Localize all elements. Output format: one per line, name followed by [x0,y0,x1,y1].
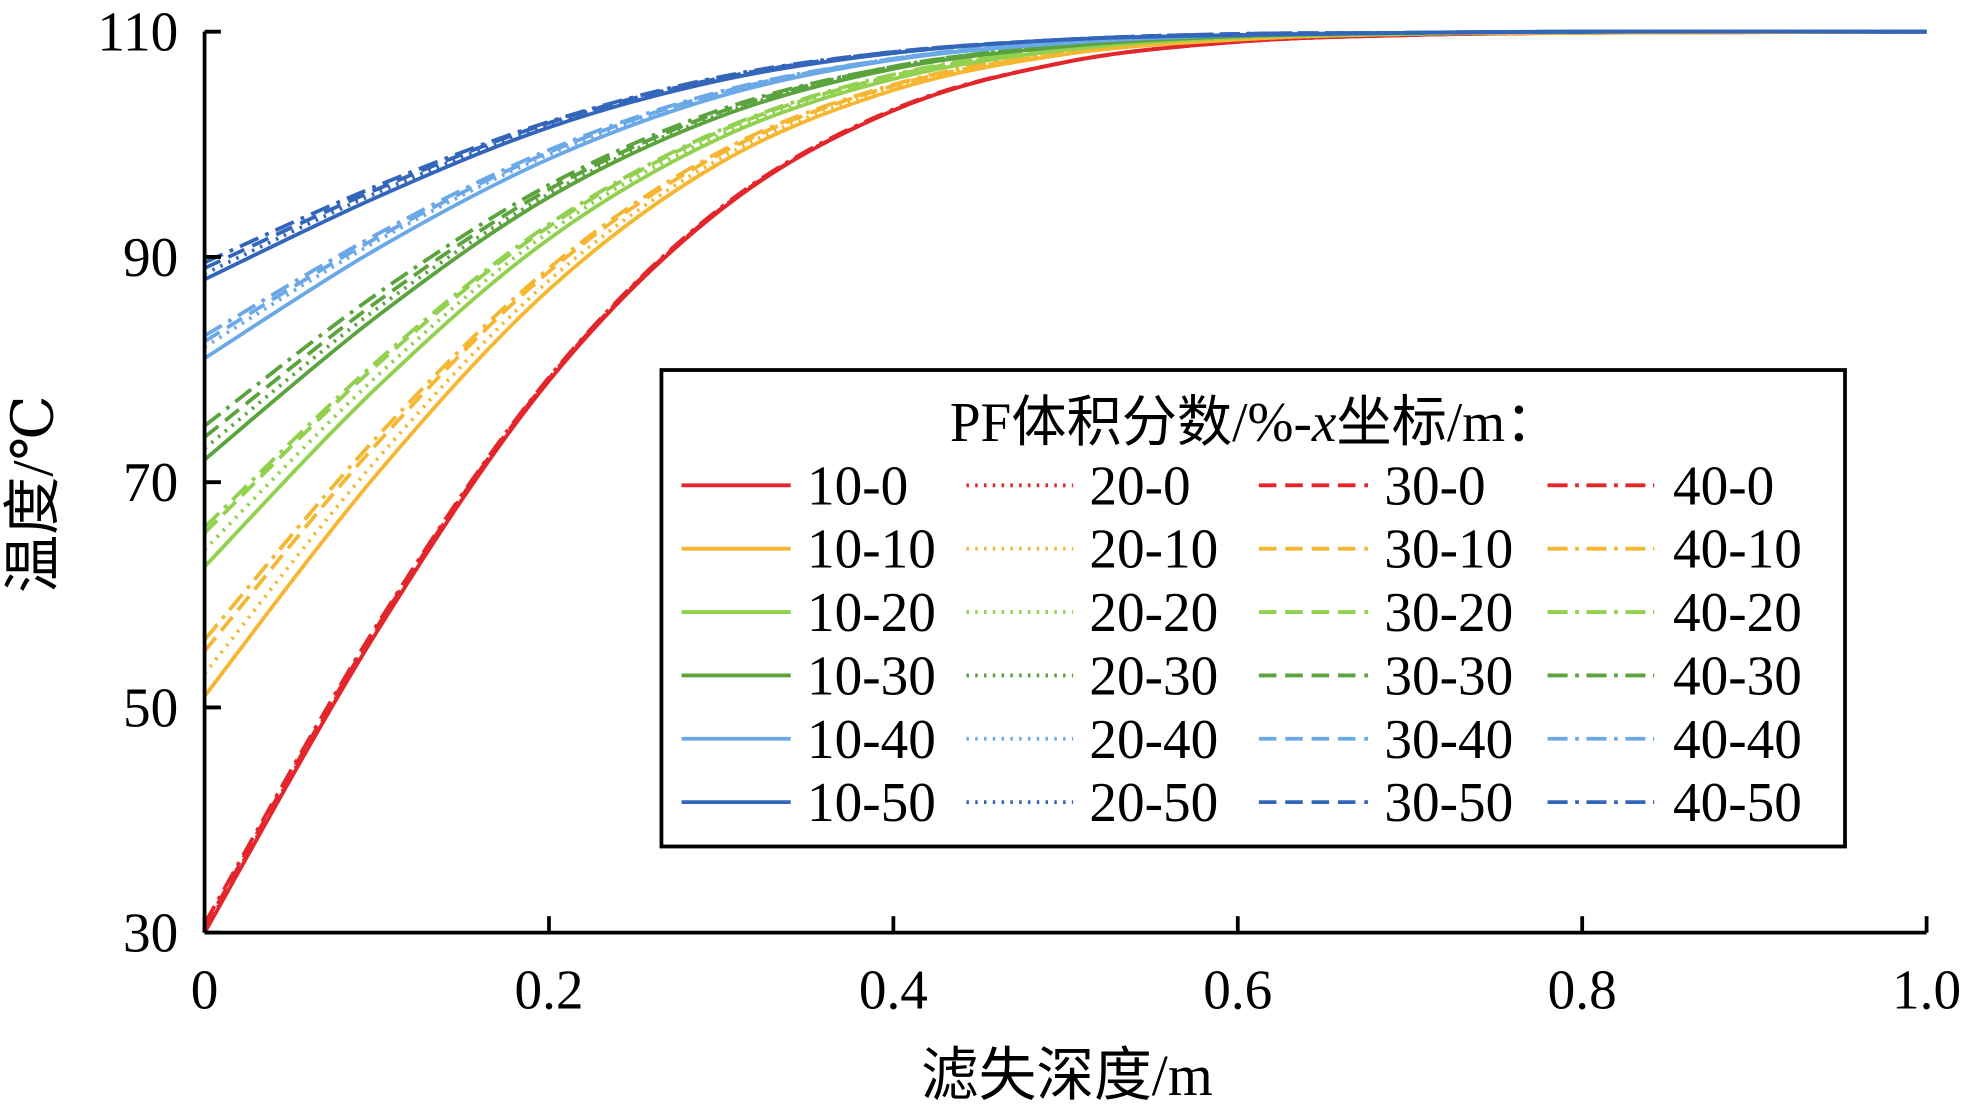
legend-label-10-20: 10-20 [807,583,936,644]
legend-label-10-50: 10-50 [807,773,936,834]
legend-label-40-40: 40-40 [1673,710,1802,771]
legend-label-10-40: 10-40 [807,710,936,771]
axes: 30 50 70 90 110 0 0.2 0.4 0.6 0.8 1.0 [97,2,1961,1021]
x-tick-label: 1.0 [1892,960,1961,1021]
legend-label-20-0: 20-0 [1089,456,1190,517]
series-line-30-50 [203,29,1927,270]
legend-label-30-50: 30-50 [1384,773,1513,834]
series-line-40-30 [203,29,1927,428]
series-curves [202,29,1927,934]
legend-label-40-50: 40-50 [1673,773,1802,834]
legend-label-20-40: 20-40 [1089,710,1218,771]
legend-label-20-10: 20-10 [1089,519,1218,580]
y-tick-label: 30 [123,903,178,964]
y-tick-label: 50 [123,678,178,739]
legend-label-30-30: 30-30 [1384,646,1513,707]
series-line-30-40 [203,29,1927,344]
series-line-30-20 [203,29,1927,535]
legend-label-30-10: 30-10 [1384,519,1513,580]
y-axis-label: 温度/℃ [1,395,66,593]
x-tick-label: 0.8 [1548,960,1617,1021]
y-tick-label: 70 [123,453,178,514]
x-tick-label: 0.6 [1203,960,1272,1021]
legend-label-30-0: 30-0 [1384,456,1485,517]
x-tick-label: 0.4 [859,960,928,1021]
x-tick-label: 0 [191,960,219,1021]
x-axis-label: 滤失深度/m [921,1043,1213,1105]
legend: PF体积分数/%-x坐标/m： 10-0 20-0 30-0 40-0 10-10 20-… [659,368,1847,849]
legend-label-10-0: 10-0 [807,456,908,517]
legend-label-30-40: 30-40 [1384,710,1513,771]
legend-box [659,368,1847,849]
y-tick-label: 110 [97,2,178,63]
legend-label-40-30: 40-30 [1673,646,1802,707]
legend-label-20-30: 20-30 [1089,646,1218,707]
legend-label-40-10: 40-10 [1673,519,1802,580]
legend-label-40-20: 40-20 [1673,583,1802,644]
legend-title: PF体积分数/%-x坐标/m： [950,393,1560,454]
y-tick-label: 90 [123,228,178,289]
series-line-40-50 [203,29,1927,265]
x-tick-label: 0.2 [514,960,583,1021]
legend-label-20-50: 20-50 [1089,773,1218,834]
series-line-20-40 [203,29,1927,349]
legend-label-10-10: 10-10 [807,519,936,580]
series-line-30-0 [202,29,1927,928]
legend-label-10-30: 10-30 [807,646,936,707]
legend-label-30-20: 30-20 [1384,583,1513,644]
legend-label-20-20: 20-20 [1089,583,1218,644]
legend-label-40-0: 40-0 [1673,456,1774,517]
